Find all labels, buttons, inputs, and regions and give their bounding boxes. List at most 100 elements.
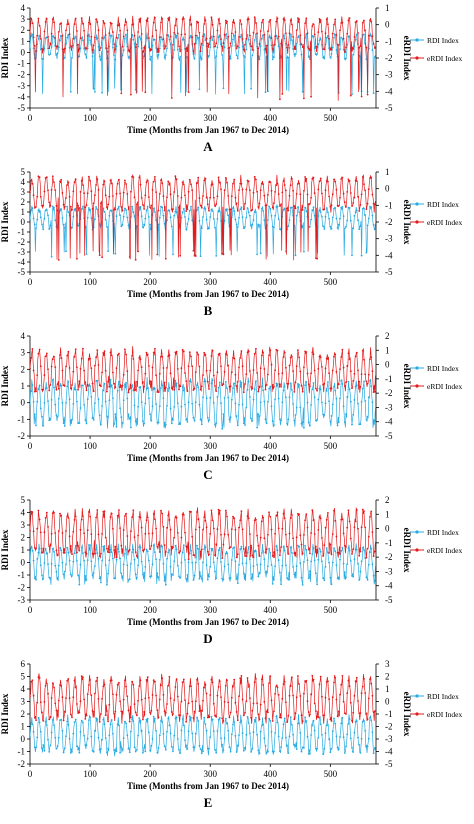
y-axis-title: RDI Index	[0, 201, 10, 242]
data-point	[142, 50, 144, 53]
data-point	[298, 545, 300, 548]
data-point	[120, 206, 123, 208]
data-point	[36, 34, 39, 37]
data-point	[63, 205, 66, 208]
data-point	[60, 384, 63, 387]
data-point	[285, 366, 287, 369]
data-point	[309, 713, 311, 716]
data-point	[73, 181, 76, 183]
data-point	[315, 545, 317, 548]
data-point	[349, 370, 352, 373]
data-point	[353, 399, 356, 401]
data-point	[51, 719, 54, 721]
data-point	[354, 385, 357, 388]
data-point	[180, 536, 183, 539]
data-point	[298, 36, 300, 38]
y-tick-label: -1	[18, 59, 26, 69]
y-tick-label: 4	[21, 684, 26, 694]
data-point	[256, 372, 258, 374]
data-point	[116, 389, 119, 392]
data-point	[143, 385, 146, 388]
data-point	[145, 209, 148, 212]
data-point	[312, 35, 315, 38]
data-point	[131, 516, 134, 518]
data-point	[367, 188, 370, 191]
data-point	[323, 414, 326, 416]
data-point	[37, 352, 40, 355]
y2-tick-label: 0	[385, 360, 390, 370]
data-point	[216, 694, 219, 697]
data-point	[190, 685, 192, 687]
data-point	[233, 546, 236, 549]
y2-tick-label: 3	[385, 659, 390, 669]
data-point	[45, 552, 48, 555]
data-point	[82, 384, 84, 387]
data-point	[151, 35, 154, 38]
data-point	[373, 420, 376, 422]
data-point	[305, 380, 308, 383]
data-point	[179, 385, 182, 388]
y2-tick-label: 0	[385, 20, 390, 30]
data-point	[118, 178, 120, 181]
data-point	[346, 219, 349, 222]
data-point	[353, 558, 356, 561]
data-point	[205, 397, 208, 400]
data-point	[172, 546, 174, 549]
data-point	[90, 735, 93, 738]
data-point	[158, 36, 161, 38]
data-point	[154, 176, 156, 178]
data-point	[83, 698, 85, 701]
data-point	[110, 22, 113, 25]
data-point	[281, 737, 284, 739]
data-point	[242, 749, 245, 752]
data-point	[218, 546, 221, 549]
data-point	[238, 526, 240, 529]
data-point	[245, 37, 248, 40]
data-point	[276, 17, 279, 20]
data-point	[280, 716, 282, 719]
data-point	[221, 45, 224, 48]
data-point	[53, 21, 55, 24]
data-point	[211, 548, 214, 550]
data-point	[373, 203, 376, 206]
data-point	[203, 351, 206, 354]
data-point	[113, 712, 115, 715]
data-point	[327, 358, 329, 360]
data-point	[204, 546, 207, 549]
data-point	[89, 716, 91, 718]
data-point	[184, 33, 186, 35]
data-point	[257, 713, 260, 716]
data-point	[89, 208, 91, 211]
data-point	[180, 729, 183, 732]
data-point	[354, 355, 357, 358]
data-point	[196, 544, 198, 547]
data-point	[37, 17, 40, 20]
data-point	[39, 216, 42, 219]
data-point	[180, 49, 183, 51]
data-point	[200, 548, 203, 551]
y2-axis-title: eRDI Index	[402, 528, 412, 573]
data-point	[202, 195, 204, 197]
data-point	[223, 397, 226, 399]
data-point	[95, 717, 97, 719]
data-point	[312, 678, 315, 681]
series-line	[30, 507, 376, 561]
data-point	[106, 583, 108, 586]
data-point	[90, 190, 93, 193]
data-point	[109, 351, 112, 354]
data-point	[150, 380, 153, 383]
data-point	[203, 179, 206, 182]
data-point	[328, 372, 330, 375]
data-point	[294, 414, 297, 416]
data-point	[184, 739, 186, 741]
data-point	[220, 365, 222, 368]
data-point	[269, 181, 272, 183]
data-point	[209, 196, 212, 199]
data-point	[209, 37, 212, 40]
data-point	[299, 406, 302, 409]
data-point	[346, 32, 349, 35]
data-point	[89, 357, 91, 360]
data-point	[216, 371, 219, 374]
data-point	[330, 748, 333, 750]
data-point	[43, 402, 46, 404]
